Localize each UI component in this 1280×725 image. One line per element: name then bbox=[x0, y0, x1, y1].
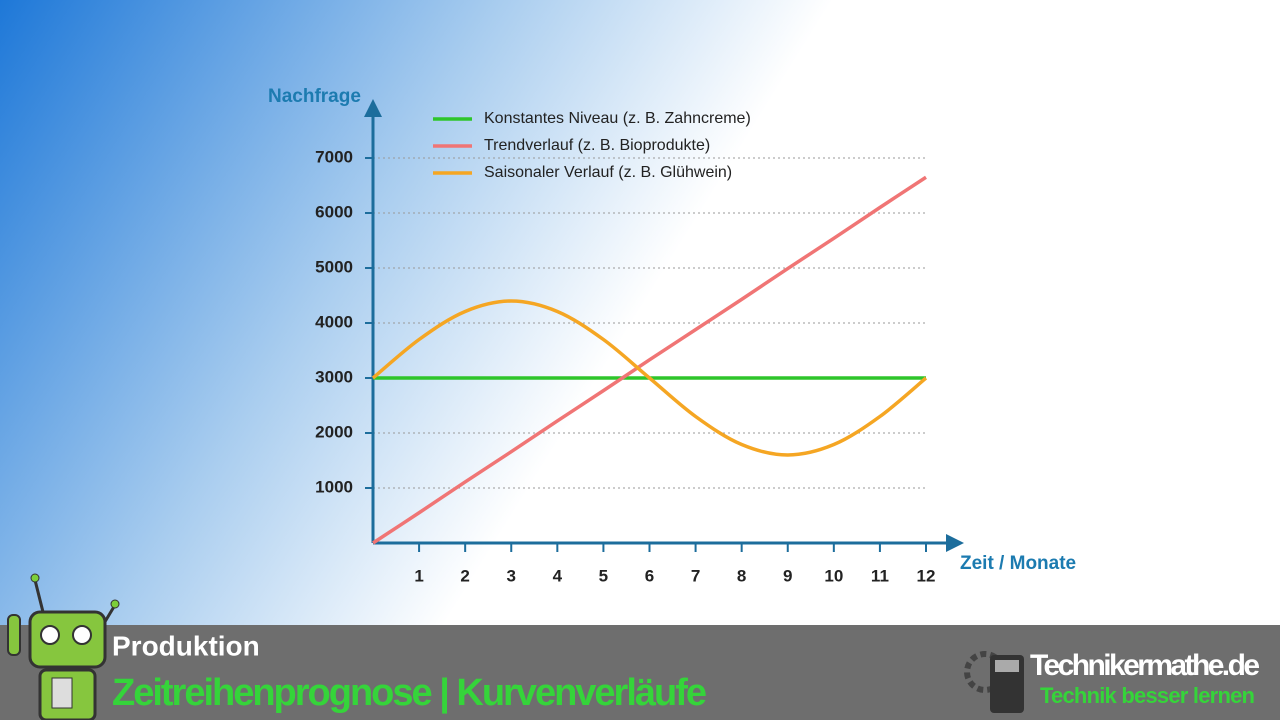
banner-title: Zeitreihenprognose | Kurvenverläufe bbox=[112, 672, 707, 714]
x-tick-label: 6 bbox=[645, 566, 654, 585]
legend-label: Trendverlauf (z. B. Bioprodukte) bbox=[484, 137, 710, 154]
x-tick-label: 2 bbox=[460, 566, 469, 585]
x-tick-label: 10 bbox=[824, 566, 843, 585]
y-tick-label: 1000 bbox=[315, 477, 353, 496]
series-line bbox=[371, 299, 928, 457]
y-tick-label: 6000 bbox=[315, 202, 353, 221]
x-tick-label: 9 bbox=[783, 566, 792, 585]
y-tick-label: 2000 bbox=[315, 422, 353, 441]
x-axis-label: Zeit / Monate bbox=[960, 553, 1076, 574]
x-tick-label: 1 bbox=[414, 566, 423, 585]
x-tick-label: 5 bbox=[599, 566, 608, 585]
y-tick-label: 4000 bbox=[315, 312, 353, 331]
x-tick-label: 12 bbox=[917, 566, 936, 585]
banner bbox=[0, 625, 1280, 720]
x-tick-label: 3 bbox=[507, 566, 516, 585]
x-tick-label: 4 bbox=[553, 566, 563, 585]
y-tick-label: 5000 bbox=[315, 257, 353, 276]
series-line bbox=[372, 175, 927, 545]
brand: Technikermathe.de bbox=[1030, 649, 1260, 682]
brand-icon bbox=[964, 651, 1024, 713]
x-tick-label: 8 bbox=[737, 566, 746, 585]
legend-label: Saisonaler Verlauf (z. B. Glühwein) bbox=[484, 164, 732, 181]
x-tick-label: 7 bbox=[691, 566, 700, 585]
x-tick-label: 11 bbox=[871, 566, 889, 585]
legend-label: Konstantes Niveau (z. B. Zahncreme) bbox=[484, 110, 751, 127]
y-tick-label: 7000 bbox=[315, 147, 353, 166]
slogan: Technik besser lernen bbox=[1040, 683, 1255, 708]
y-tick-label: 3000 bbox=[315, 367, 353, 386]
banner-category: Produktion bbox=[112, 630, 260, 661]
robot-icon bbox=[7, 573, 120, 722]
y-axis-label: Nachfrage bbox=[268, 86, 361, 107]
